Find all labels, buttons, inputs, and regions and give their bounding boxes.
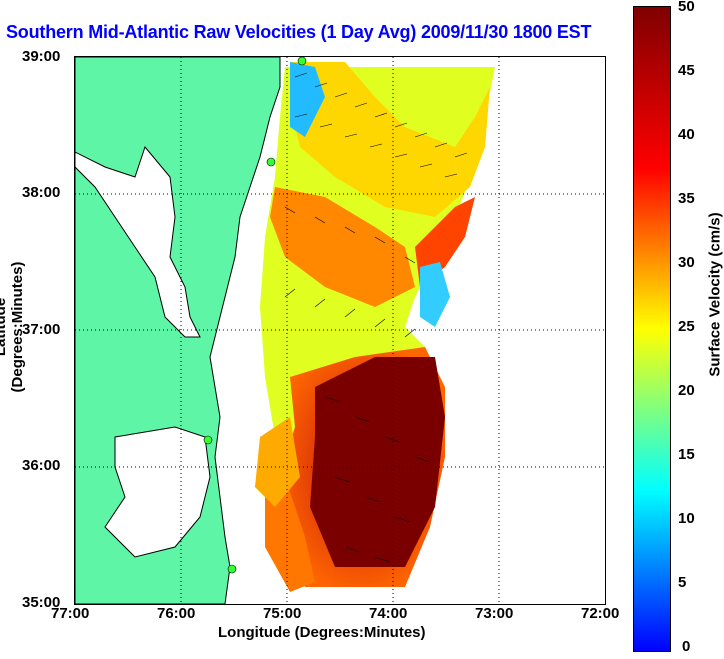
y-tick-label: 35:00 <box>22 594 61 611</box>
velocity-vectors <box>284 72 468 563</box>
lat-lon-grid <box>75 57 605 604</box>
x-tick-label: 76:00 <box>157 605 196 622</box>
y-tick-label: 37:00 <box>22 321 61 338</box>
y-tick-label: 36:00 <box>22 457 61 474</box>
x-tick-label: 75:00 <box>263 605 302 622</box>
colorbar-tick: 40 <box>678 126 695 143</box>
x-tick-label: 77:00 <box>51 605 90 622</box>
colorbar <box>633 6 671 652</box>
map-plot-area[interactable] <box>74 56 606 605</box>
colorbar-tick: 30 <box>678 254 695 271</box>
x-axis-label: Longitude (Degrees:Minutes) <box>218 624 426 641</box>
map-title: Southern Mid-Atlantic Raw Velocities (1 … <box>6 22 592 42</box>
x-tick-label: 72:00 <box>581 605 620 622</box>
velocity-field <box>255 62 495 592</box>
colorbar-tick: 50 <box>678 0 695 15</box>
colorbar-label: Surface Velocity (cm/s) <box>706 212 724 377</box>
colorbar-tick: 35 <box>678 190 695 207</box>
colorbar-tick: 5 <box>678 574 687 591</box>
colorbar-tick: 0 <box>682 638 691 655</box>
radar-station <box>203 435 213 445</box>
radar-station <box>227 564 237 574</box>
y-tick-label: 38:00 <box>22 184 61 201</box>
y-axis-label: Latitude (Degrees:Minutes) <box>0 261 26 393</box>
x-tick-label: 74:00 <box>369 605 408 622</box>
colorbar-tick: 15 <box>678 446 695 463</box>
land-mass <box>75 57 281 604</box>
x-tick-label: 73:00 <box>475 605 514 622</box>
colorbar-tick: 10 <box>678 510 695 527</box>
y-tick-label: 39:00 <box>22 48 61 65</box>
radar-stations <box>203 57 307 574</box>
map-svg <box>75 57 605 604</box>
colorbar-tick: 45 <box>678 62 695 79</box>
radar-station <box>266 157 276 167</box>
colorbar-tick: 20 <box>678 382 695 399</box>
colorbar-tick: 25 <box>678 318 695 335</box>
radar-station <box>297 57 307 66</box>
